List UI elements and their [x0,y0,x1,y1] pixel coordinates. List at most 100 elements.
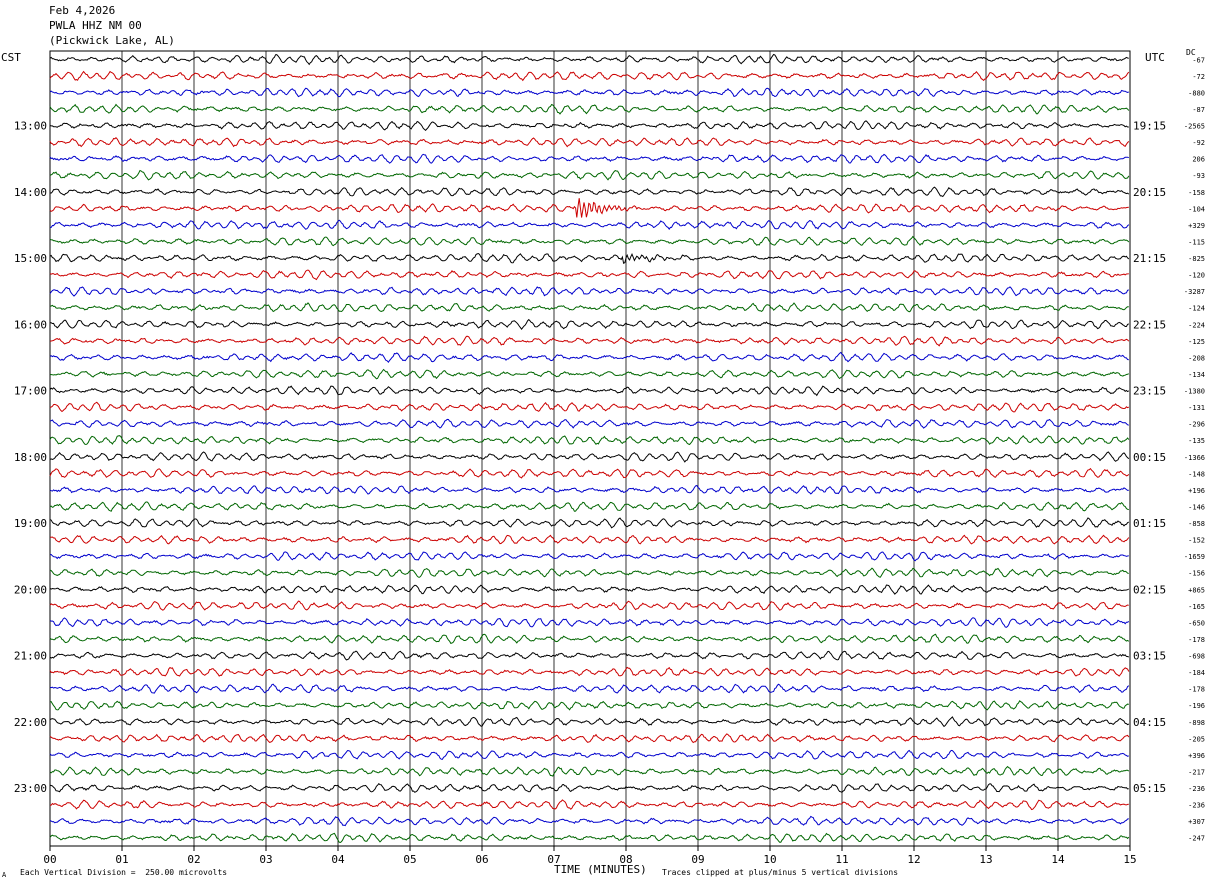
trace-row-38 [49,683,1130,694]
x-tick-label: 07 [547,853,560,866]
corner-mark: A [2,871,7,879]
trace-row-30 [49,551,1129,562]
dc-offset-label: -296 [1188,421,1205,429]
trace-row-0 [49,53,1129,66]
dc-offset-label: -124 [1188,305,1205,313]
x-tick-label: 09 [691,853,704,866]
trace-row-31 [49,567,1129,578]
x-tick-label: 12 [907,853,920,866]
dc-offset-label: -880 [1188,89,1205,97]
trace-row-5 [49,136,1130,148]
scale-note: Each Vertical Division = 250.00 microvol… [20,868,228,877]
dc-offset-label: -165 [1188,603,1205,611]
dc-offset-label: -148 [1188,470,1205,478]
trace-row-3 [49,103,1130,115]
trace-row-35 [49,633,1130,645]
clip-note: Traces clipped at plus/minus 5 vertical … [662,868,899,877]
x-tick-label: 08 [619,853,632,866]
dc-offset-label: -236 [1188,785,1205,793]
dc-offset-label: -131 [1188,404,1205,412]
dc-offset-label: -224 [1188,321,1205,329]
trace-row-15 [49,302,1129,313]
trace-row-21 [49,401,1130,413]
trace-row-14 [49,286,1129,297]
trace-row-7 [49,169,1130,181]
dc-offset-label: +329 [1188,222,1205,230]
dc-offset-label: -2565 [1184,123,1205,131]
station-code: PWLA HHZ NM 00 [49,19,142,32]
dc-offset-label: -120 [1188,272,1205,280]
x-tick-labels: 00 01 02 03 04 05 06 07 08 09 10 11 12 13 14 15 [43,853,1136,866]
trace-row-27 [49,501,1129,512]
trace-row-46 [49,815,1129,827]
dc-offset-label: -152 [1188,537,1205,545]
dc-column-label: DC [1186,48,1196,57]
dc-offset-label: -208 [1188,354,1205,362]
x-tick-label: 06 [475,853,488,866]
trace-row-37 [49,666,1130,677]
trace-row-26 [49,484,1129,495]
cst-hour-label: 20:00 [14,583,47,596]
trace-row-18 [49,351,1129,364]
trace-row-41 [49,733,1130,744]
x-tick-label: 11 [835,853,848,866]
cst-hour-label: 21:00 [14,650,47,663]
cst-hour-label: 23:00 [14,782,47,795]
x-tick-label: 02 [187,853,200,866]
dc-offset-label: +196 [1188,487,1205,495]
utc-hour-label: 02:15 [1133,583,1166,596]
dc-offset-label: -92 [1192,139,1205,147]
utc-hour-label: 21:15 [1133,252,1166,265]
trace-row-43 [49,765,1130,777]
dc-offset-label: -205 [1188,735,1205,743]
dc-offset-label: -217 [1188,768,1205,776]
dc-offset-label: -1366 [1184,454,1205,462]
trace-row-13 [49,269,1129,281]
trace-row-45 [49,799,1129,811]
trace-row-39 [49,700,1129,711]
trace-row-1 [49,70,1130,82]
dc-offset-label: -196 [1188,702,1205,710]
dc-offset-label: -184 [1188,669,1205,677]
utc-hour-label: 00:15 [1133,451,1166,464]
dc-offset-label: -236 [1188,802,1205,810]
x-tick-label: 13 [979,853,992,866]
x-tick-label: 15 [1123,853,1136,866]
dc-offset-label: -146 [1188,503,1205,511]
utc-hour-label: 19:15 [1133,120,1166,133]
utc-hour-label: 20:15 [1133,186,1166,199]
right-timezone-label: UTC [1145,51,1165,64]
dc-offset-label: -67 [1192,56,1205,64]
trace-row-44 [49,783,1129,793]
x-tick-label: 00 [43,853,56,866]
dc-offset-label: -858 [1188,520,1205,528]
trace-row-12 [49,252,1130,265]
time-grid [49,50,1131,851]
cst-hour-label: 19:00 [14,517,47,530]
trace-row-25 [49,467,1130,479]
cst-hour-label: 16:00 [14,318,47,331]
utc-hour-label: 01:15 [1133,517,1166,530]
cst-hour-label: 17:00 [14,385,47,398]
cst-hour-labels: 13:00 14:00 15:00 16:00 17:00 18:00 19:00 20:00… [14,120,47,796]
dc-offset-label: -93 [1192,172,1205,180]
trace-row-2 [49,87,1130,98]
dc-offset-label: -650 [1188,619,1205,627]
dc-offset-label: -178 [1188,686,1205,694]
cst-hour-label: 13:00 [14,120,47,133]
dc-offset-label: -1380 [1184,388,1205,396]
utc-hour-label: 03:15 [1133,650,1166,663]
dc-offset-label: -698 [1188,653,1205,661]
x-tick-label: 04 [331,853,345,866]
trace-row-6 [49,153,1129,164]
x-axis-title: TIME (MINUTES) [554,863,647,876]
plot-date: Feb 4,2026 [49,4,116,17]
station-location: (Pickwick Lake, AL) [49,34,175,47]
cst-hour-label: 18:00 [14,451,47,464]
trace-row-22 [49,418,1129,429]
trace-row-10 [50,219,1130,230]
dc-offset-label: -104 [1188,205,1205,213]
dc-offset-label: -825 [1188,255,1205,263]
trace-row-16 [49,318,1130,331]
